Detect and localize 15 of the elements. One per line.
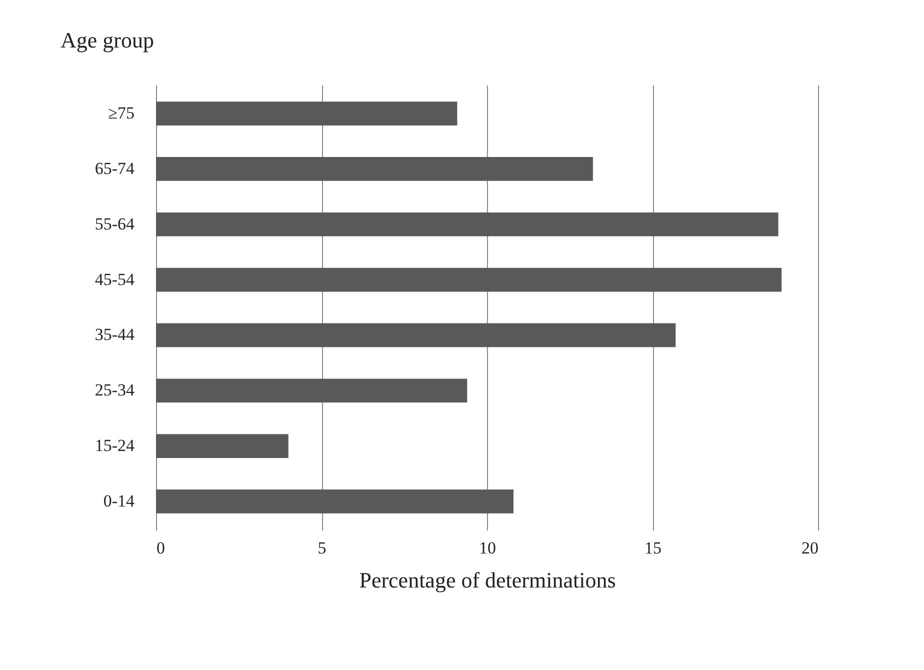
y-tick-label: 35-44: [94, 325, 135, 344]
y-tick-label: ≥75: [108, 104, 134, 123]
x-tick-label: 20: [802, 538, 818, 558]
y-tick-label: 15-24: [94, 436, 135, 456]
y-tick-label: 25-34: [94, 380, 135, 400]
x-tick-label: 10: [479, 538, 496, 558]
x-tick-label: 0: [156, 538, 165, 558]
x-axis-title: Percentage of determinations: [359, 568, 616, 592]
y-axis-title: Age group: [60, 28, 154, 52]
x-tick-label: 5: [318, 538, 326, 558]
y-tick-label: 45-54: [94, 270, 135, 289]
y-tick-label: 65-74: [94, 158, 135, 178]
y-tick-label: 0-14: [103, 491, 135, 510]
x-tick-label: 15: [644, 538, 662, 558]
y-tick-label: 55-64: [94, 214, 135, 234]
